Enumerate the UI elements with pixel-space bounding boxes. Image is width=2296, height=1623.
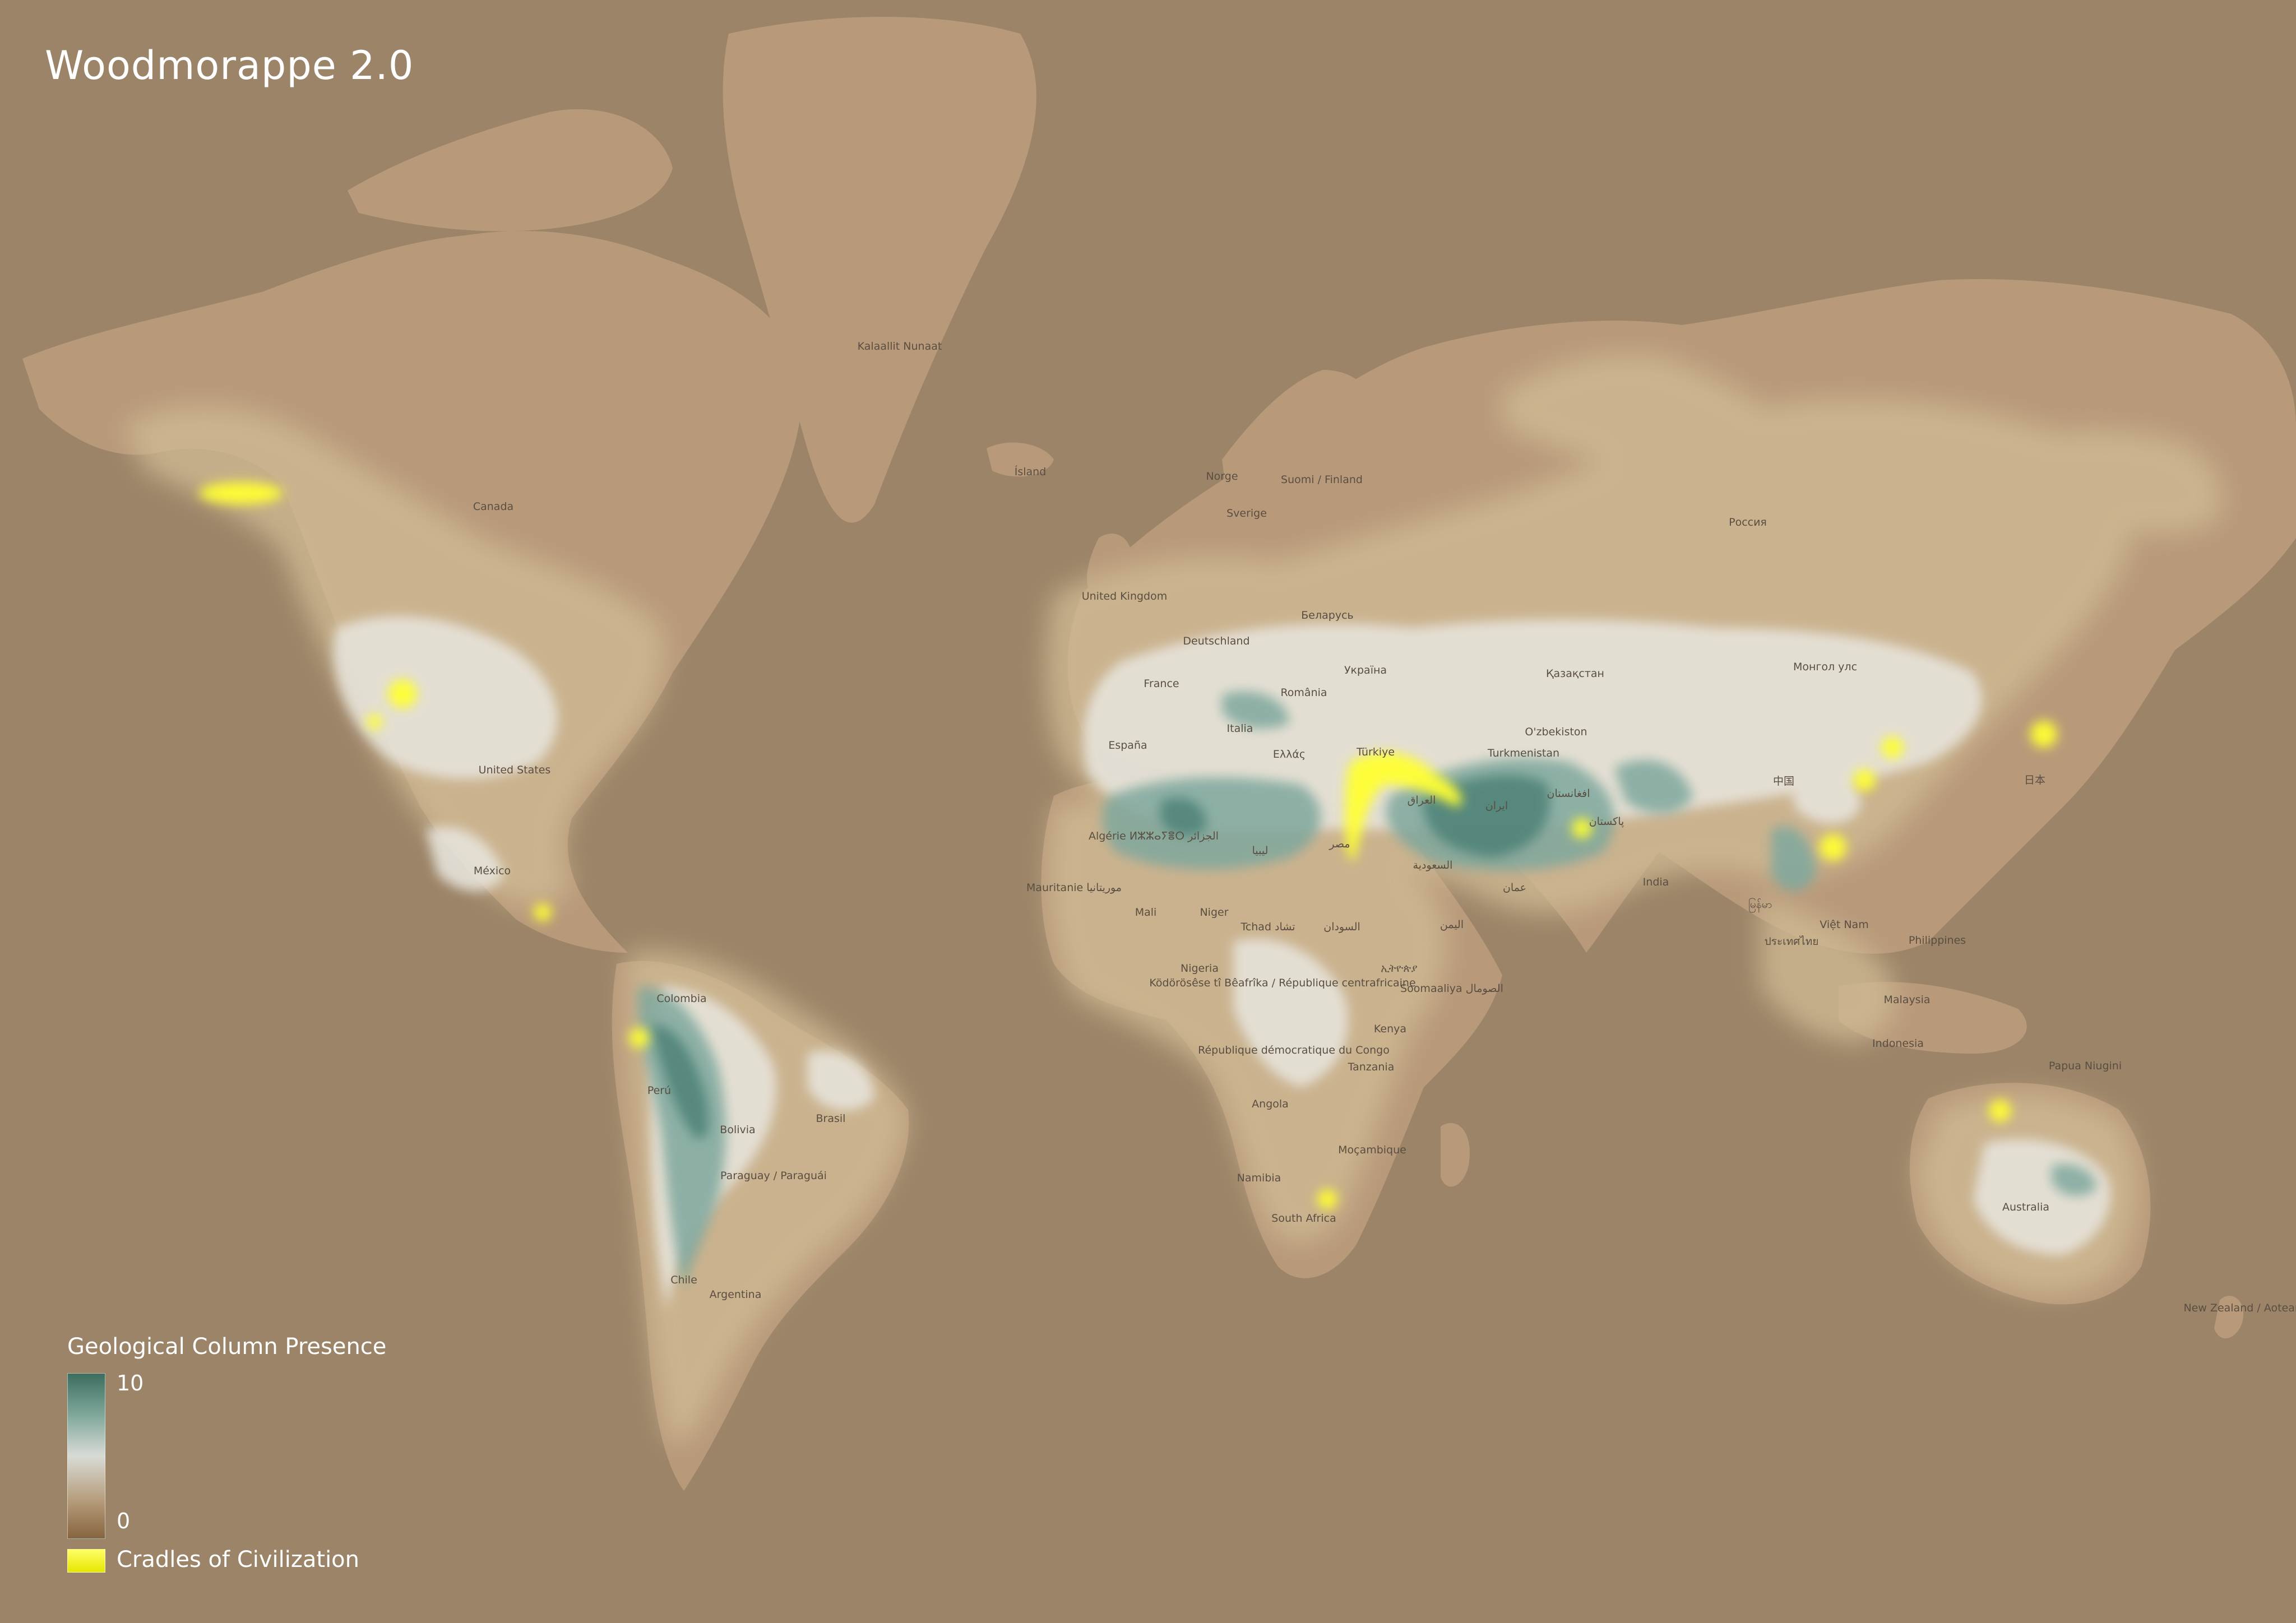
country-label: مصر (1328, 838, 1350, 850)
country-label: New Zealand / Aotearoa (2183, 1302, 2296, 1314)
country-label: Қазақстан (1546, 667, 1604, 680)
country-label: India (1643, 876, 1669, 888)
cradle-marker (2030, 721, 2057, 748)
country-label: United States (479, 764, 551, 776)
map-title: Woodmorappe 2.0 (45, 43, 414, 89)
country-label: Nigeria (1181, 962, 1219, 975)
country-label: ኢትዮጵያ (1381, 962, 1417, 975)
country-label: Tanzania (1348, 1061, 1395, 1073)
cradle-marker (1820, 834, 1846, 861)
country-label: Ködörösêse tî Bêafrîka / République cent… (1149, 977, 1415, 989)
country-label: España (1108, 739, 1147, 752)
country-label: Australia (2002, 1201, 2049, 1213)
country-label: 日本 (2024, 774, 2045, 786)
country-label: Deutschland (1183, 635, 1249, 647)
country-label: မြန်မာ (1748, 897, 1772, 913)
country-label: Tchad تشاد (1240, 921, 1295, 933)
country-label: Россия (1729, 516, 1767, 528)
cradle-marker (367, 714, 382, 730)
country-labels: Kalaallit Nunaat Ísland Canada United St… (473, 340, 2296, 1314)
cradle-marker (1345, 752, 1462, 861)
country-label: Niger (1200, 906, 1228, 919)
country-label: Soomaaliya الصومال (1400, 982, 1503, 995)
country-label: Монгол улс (1793, 661, 1857, 673)
country-label: Perú (647, 1084, 671, 1097)
country-label: México (474, 865, 511, 877)
legend-cradles-label: Cradles of Civilization (117, 1547, 360, 1573)
country-label: 中国 (1773, 775, 1794, 787)
country-label: Italia (1227, 722, 1253, 735)
country-label: Indonesia (1872, 1037, 1924, 1050)
country-label: Mali (1135, 906, 1157, 919)
country-label: Ελλάς (1273, 748, 1306, 761)
country-label: Türkiye (1356, 746, 1395, 758)
country-label: ليبيا (1252, 845, 1269, 857)
country-label: اليمن (1440, 919, 1464, 931)
country-label: République démocratique du Congo (1198, 1044, 1390, 1056)
cradle-marker (1989, 1100, 2011, 1122)
cradle-marker (1853, 769, 1876, 791)
country-label: Suomi / Finland (1281, 474, 1363, 486)
country-label: Angola (1252, 1098, 1289, 1110)
country-label: România (1280, 687, 1327, 699)
legend-title: Geological Column Presence (67, 1334, 387, 1360)
cradle-marker (629, 1028, 649, 1048)
landmass-scandinavia (1222, 370, 1379, 531)
country-label: السعودية (1413, 859, 1453, 871)
landmass-japan (2001, 692, 2042, 788)
landmass-arctic-archipelago (348, 109, 673, 231)
country-label: France (1144, 678, 1179, 690)
country-label: Colombia (656, 993, 706, 1005)
legend-cradle-swatch (67, 1549, 105, 1573)
country-label: Argentina (710, 1288, 762, 1301)
country-label: ایران (1485, 800, 1508, 812)
country-label: Việt Nam (1820, 919, 1868, 931)
country-label: Canada (473, 500, 513, 513)
country-label: Ísland (1015, 465, 1047, 478)
country-label: Kenya (1374, 1023, 1406, 1035)
landmass-iceland (987, 442, 1054, 477)
country-label: South Africa (1271, 1212, 1336, 1225)
country-label: Chile (670, 1274, 697, 1286)
country-label: ประเทศไทย (1765, 935, 1819, 948)
country-label: Philippines (1909, 934, 1966, 947)
legend-min-label: 0 (117, 1509, 131, 1533)
country-label: Sverige (1226, 507, 1267, 520)
country-label: Turkmenistan (1487, 747, 1559, 759)
cradle-marker (388, 679, 417, 708)
country-label: Mauritanie موريتانيا (1026, 882, 1122, 894)
country-label: Namibia (1237, 1172, 1281, 1184)
cradle-marker (1881, 736, 1904, 759)
country-label: عمان (1503, 882, 1526, 894)
country-label: پاکستان (1589, 815, 1624, 828)
country-label: United Kingdom (1082, 590, 1168, 602)
cradle-marker (1572, 818, 1592, 838)
cradle-marker (199, 482, 283, 504)
country-label: السودان (1323, 921, 1360, 933)
country-label: Paraguay / Paraguái (720, 1170, 827, 1182)
country-label: Bolivia (720, 1124, 755, 1136)
country-label: Norge (1206, 470, 1238, 483)
country-label: Moçambique (1338, 1144, 1406, 1156)
cradle-marker (1317, 1189, 1337, 1209)
country-label: العراق (1408, 794, 1436, 806)
cradle-marker (534, 903, 552, 921)
country-label: Kalaallit Nunaat (858, 340, 942, 353)
country-label: O'zbekiston (1525, 726, 1587, 738)
landmass-madagascar (1441, 1123, 1470, 1187)
cradles-of-civilization (199, 482, 2057, 1209)
landmass-new-zealand (2214, 1296, 2243, 1339)
legend-color-ramp (67, 1373, 105, 1539)
country-label: Беларусь (1301, 609, 1353, 622)
country-label: Brasil (816, 1112, 846, 1125)
landmass-greenland (723, 17, 1036, 523)
country-label: افغانستان (1547, 787, 1590, 800)
country-label: Malaysia (1883, 994, 1930, 1006)
country-label: Україна (1344, 664, 1387, 676)
country-label: Algérie ⵍⵣⵣⴰⵢⴻⵔ الجزائر (1089, 830, 1219, 842)
legend-max-label: 10 (117, 1371, 144, 1395)
country-label: Papua Niugini (2049, 1060, 2122, 1072)
